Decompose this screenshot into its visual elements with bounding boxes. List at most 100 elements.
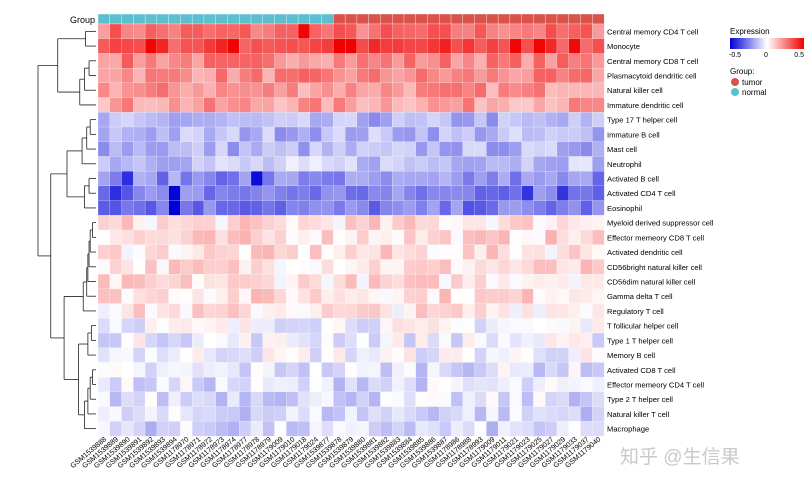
group-cell-normal bbox=[109, 13, 123, 25]
heatmap-cell bbox=[415, 274, 428, 290]
heatmap-cell bbox=[403, 53, 417, 69]
group-cell-tumor bbox=[333, 13, 346, 25]
heatmap-cell bbox=[497, 229, 511, 246]
heatmap-cell bbox=[580, 141, 593, 157]
heatmap-cell bbox=[439, 23, 452, 40]
heatmap-cell bbox=[427, 406, 440, 422]
heatmap-cell bbox=[286, 200, 299, 216]
heatmap-cell bbox=[427, 53, 440, 69]
heatmap-cell bbox=[180, 244, 193, 260]
legend-tick-mid: 0 bbox=[764, 52, 768, 59]
heatmap-cell bbox=[356, 68, 370, 84]
heatmap-cell bbox=[368, 259, 381, 275]
legend-tick-low: -0.5 bbox=[729, 52, 741, 59]
heatmap-cell bbox=[521, 332, 534, 349]
heatmap-cell bbox=[462, 288, 475, 304]
heatmap-cell bbox=[192, 406, 205, 422]
heatmap-cell bbox=[239, 377, 252, 393]
heatmap-cell bbox=[368, 141, 381, 157]
heatmap-cell bbox=[521, 82, 534, 98]
heatmap-cell bbox=[168, 391, 181, 407]
heatmap-cell bbox=[333, 229, 346, 246]
heatmap-cell bbox=[450, 244, 464, 260]
heatmap-cell bbox=[192, 391, 205, 407]
heatmap-cell bbox=[239, 274, 252, 290]
heatmap-cell bbox=[533, 112, 546, 128]
heatmap-cell bbox=[344, 347, 358, 363]
heatmap-cell bbox=[545, 318, 558, 334]
heatmap-cell bbox=[403, 200, 417, 216]
heatmap-cell bbox=[215, 332, 228, 349]
heatmap-cell bbox=[380, 259, 393, 275]
heatmap-cell bbox=[250, 244, 264, 260]
heatmap-cell bbox=[439, 303, 452, 319]
heatmap-cell bbox=[168, 141, 181, 157]
heatmap-cell bbox=[497, 185, 511, 201]
heatmap-cell bbox=[333, 97, 346, 113]
heatmap-cell bbox=[97, 347, 111, 363]
heatmap-cell bbox=[144, 53, 158, 69]
heatmap-cell bbox=[356, 126, 370, 143]
heatmap-cell bbox=[144, 171, 158, 187]
heatmap-cell bbox=[580, 185, 593, 201]
heatmap-cell bbox=[497, 288, 511, 304]
heatmap-cell bbox=[321, 112, 334, 128]
heatmap-cell bbox=[321, 229, 334, 246]
heatmap-cell bbox=[239, 421, 252, 437]
heatmap-cell bbox=[509, 288, 523, 304]
heatmap-cell bbox=[168, 288, 181, 304]
group-cell-normal bbox=[180, 13, 193, 25]
heatmap-cell bbox=[380, 68, 393, 84]
heatmap-cell bbox=[545, 126, 558, 143]
heatmap-cell bbox=[309, 318, 323, 334]
heatmap-cell bbox=[286, 274, 299, 290]
heatmap-cell bbox=[309, 421, 323, 437]
heatmap-cell bbox=[109, 377, 122, 393]
heatmap-cell bbox=[97, 141, 111, 157]
heatmap-cell bbox=[144, 391, 158, 407]
heatmap-cell bbox=[180, 391, 193, 407]
row-label: T follicular helper cell bbox=[607, 322, 679, 331]
heatmap-cell bbox=[180, 347, 193, 363]
heatmap-cell bbox=[321, 244, 334, 260]
heatmap-cell bbox=[121, 288, 134, 304]
heatmap-cell bbox=[333, 362, 346, 378]
heatmap-cell bbox=[109, 362, 122, 378]
heatmap-cell bbox=[144, 406, 158, 422]
heatmap-cell bbox=[521, 23, 534, 40]
heatmap-cell bbox=[427, 215, 440, 231]
heatmap-cell bbox=[215, 362, 228, 378]
heatmap-cell bbox=[521, 318, 534, 334]
heatmap-cell bbox=[403, 38, 417, 54]
heatmap-cell bbox=[356, 259, 370, 275]
heatmap-cell bbox=[509, 259, 523, 275]
heatmap-cell bbox=[168, 347, 181, 363]
heatmap-cell bbox=[497, 171, 511, 187]
heatmap-cell bbox=[568, 362, 581, 378]
heatmap-cell bbox=[297, 53, 311, 69]
heatmap-cell bbox=[227, 288, 240, 304]
heatmap-cell bbox=[168, 200, 181, 216]
heatmap-cell bbox=[368, 332, 381, 349]
heatmap-cell bbox=[368, 126, 381, 143]
heatmap-cell bbox=[144, 377, 158, 393]
heatmap-cell bbox=[192, 97, 205, 113]
heatmap-cell bbox=[439, 332, 452, 349]
heatmap-cell bbox=[415, 406, 428, 422]
heatmap-cell bbox=[192, 112, 205, 128]
heatmap-cell bbox=[156, 244, 170, 260]
heatmap-cell bbox=[439, 53, 452, 69]
heatmap-cell bbox=[180, 53, 193, 69]
heatmap-cell bbox=[156, 185, 170, 201]
heatmap-cell bbox=[239, 303, 252, 319]
heatmap-cell bbox=[344, 23, 358, 40]
heatmap-cell bbox=[321, 391, 334, 407]
heatmap-cell bbox=[144, 126, 158, 143]
heatmap-cell bbox=[380, 23, 393, 40]
heatmap-cell bbox=[592, 377, 605, 393]
heatmap-cell bbox=[250, 53, 264, 69]
heatmap-cell bbox=[297, 406, 311, 422]
group-cell-tumor bbox=[568, 13, 581, 25]
heatmap-cell bbox=[121, 185, 134, 201]
heatmap-cell bbox=[180, 332, 193, 349]
